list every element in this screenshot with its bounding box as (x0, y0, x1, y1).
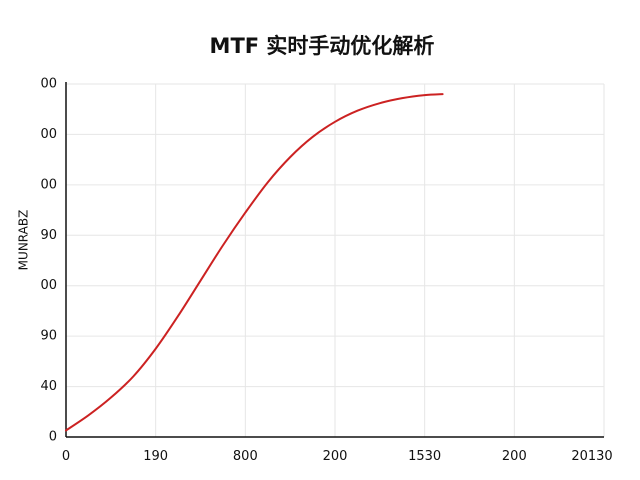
series-lines (65, 93, 444, 432)
y-tick-label: 00 (40, 127, 57, 142)
x-tick-label: 190 (143, 449, 168, 464)
grid-lines (66, 83, 605, 437)
y-tick-label: 00 (40, 177, 57, 192)
x-tick-label: 0 (62, 449, 70, 464)
x-tick-label: 1530 (408, 449, 441, 464)
x-axis-tick-labels: 0 190 800 200 1530 200 20130 (62, 449, 613, 464)
x-tick-label: 200 (502, 449, 527, 464)
x-tick-label: 800 (233, 449, 258, 464)
y-tick-label: 0 (49, 430, 57, 445)
x-tick-label: 20130 (571, 449, 612, 464)
y-tick-label: 40 (40, 379, 57, 394)
y-axis-label: MUNRABZ (17, 210, 31, 271)
y-tick-label: 00 (40, 278, 57, 293)
axes (65, 82, 604, 438)
y-axis-tick-labels: 0 40 90 00 90 00 00 00 (40, 77, 57, 445)
series-line (65, 93, 444, 432)
x-tick-label: 200 (323, 449, 348, 464)
chart-title: MTF 实时手动优化解析 (210, 34, 435, 58)
y-tick-label: 90 (40, 228, 57, 243)
y-tick-label: 00 (40, 77, 57, 92)
y-tick-label: 90 (40, 329, 57, 344)
